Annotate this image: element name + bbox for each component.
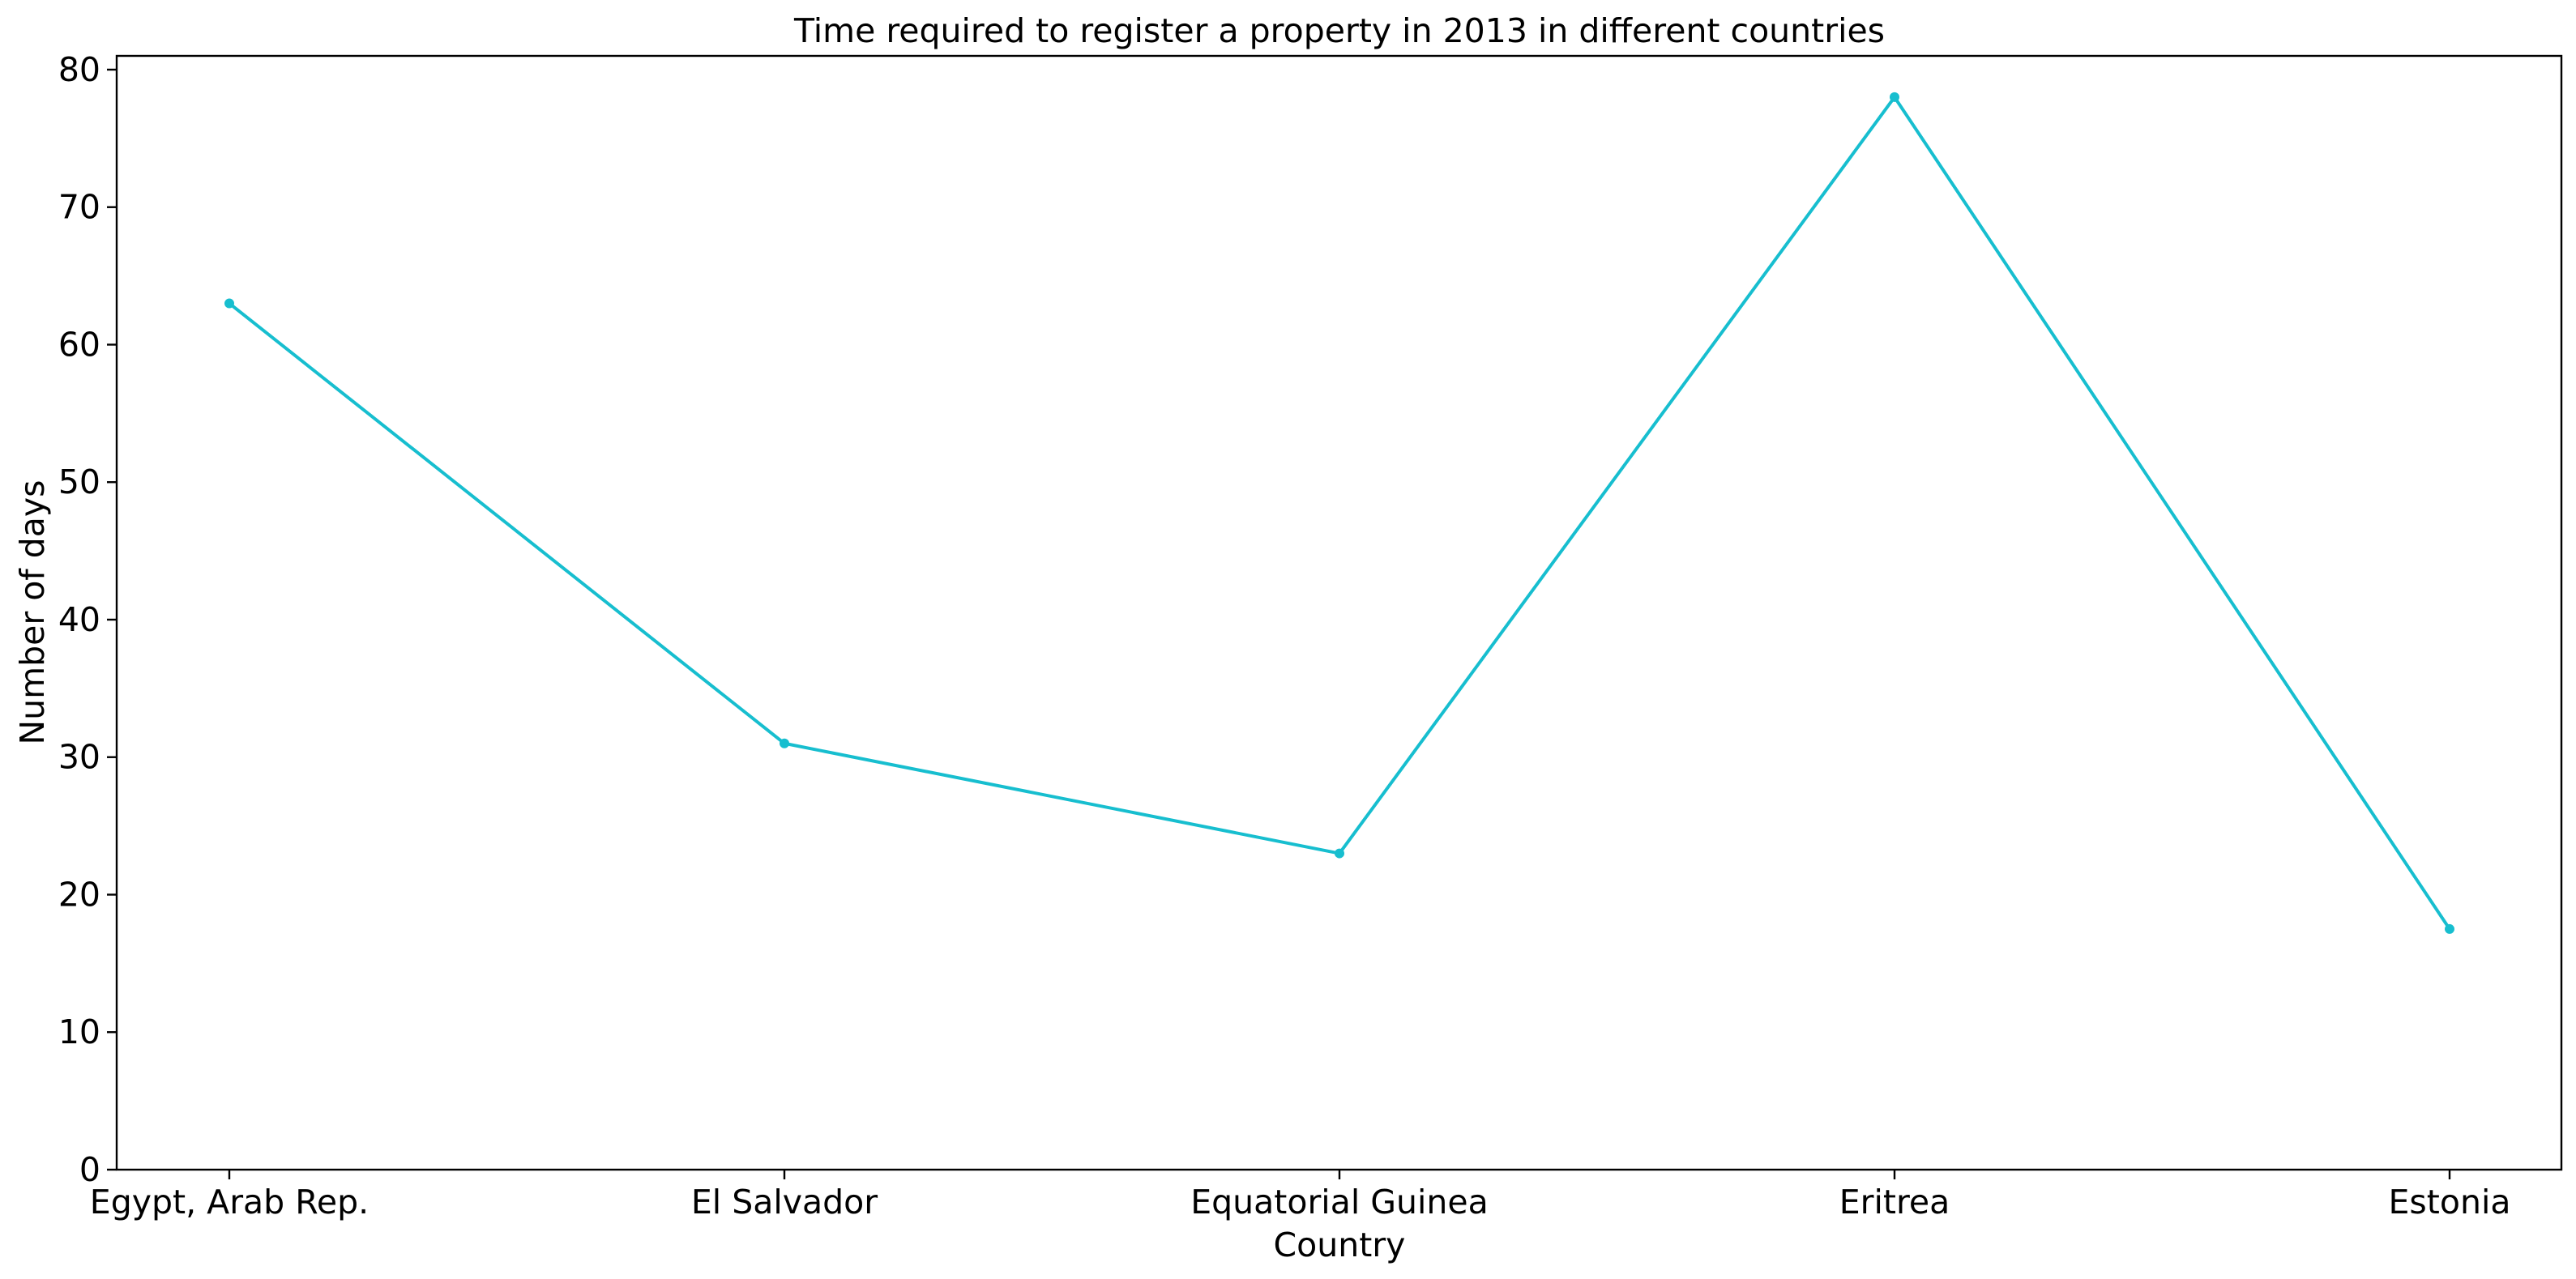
y-tick-label: 10 [58, 1013, 100, 1051]
y-tick-label: 20 [58, 875, 100, 914]
y-tick-label: 40 [58, 600, 100, 639]
y-tick-label: 60 [58, 325, 100, 364]
y-axis-label: Number of days [13, 480, 52, 744]
data-point [1335, 849, 1344, 859]
x-tick-label: Egypt, Arab Rep. [90, 1183, 369, 1221]
data-point [2445, 924, 2454, 934]
x-tick-label: Eritrea [1839, 1183, 1950, 1221]
x-tick-label: Estonia [2389, 1183, 2511, 1221]
y-tick-label: 30 [58, 738, 100, 777]
x-tick-label: Equatorial Guinea [1190, 1183, 1488, 1221]
x-tick-label: El Salvador [691, 1183, 878, 1221]
chart-title: Time required to register a property in … [793, 11, 1885, 50]
data-point [1890, 92, 1899, 102]
data-point [780, 739, 789, 748]
y-tick-label: 50 [58, 463, 100, 501]
data-point [224, 299, 234, 309]
y-tick-label: 80 [58, 50, 100, 89]
y-tick-label: 70 [58, 188, 100, 227]
x-axis-label: Country [1274, 1226, 1406, 1264]
